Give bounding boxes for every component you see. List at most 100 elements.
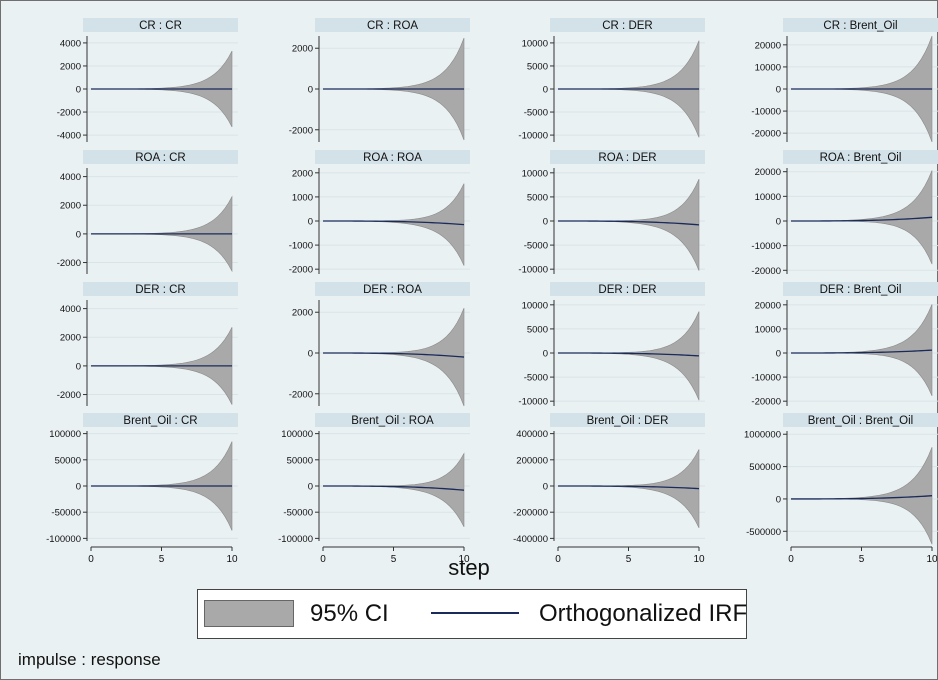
ci-band [790, 304, 933, 397]
y-tick-label: 4000 [60, 38, 81, 49]
x-axis-title: step [448, 555, 490, 580]
panel-title: CR : Brent_Oil [823, 20, 897, 32]
y-tick-label: 2000 [292, 168, 313, 179]
y-tick-label: 0 [76, 85, 81, 96]
panel: DER : DER 10000 5000 0 -5000 -10000 [518, 282, 705, 408]
y-tick-label: 5000 [527, 192, 548, 203]
x-tick-label: 0 [88, 554, 94, 565]
x-tick-label: 10 [458, 554, 470, 565]
y-tick-label: 10000 [522, 168, 548, 179]
y-tick-label: 1000 [292, 192, 313, 203]
x-tick-label: 5 [626, 554, 632, 565]
panel: ROA : Brent_Oil 20000 10000 0 -10000 -20000 [751, 150, 938, 277]
irf-line [323, 485, 465, 491]
y-tick-label: 0 [776, 494, 781, 505]
y-tick-label: 0 [543, 349, 548, 360]
y-tick-label: 100000 [281, 429, 313, 440]
panel-header [550, 413, 705, 427]
y-tick-label: 200000 [516, 455, 548, 466]
y-tick-label: 2000 [60, 333, 81, 344]
y-tick-label: 2000 [60, 201, 81, 212]
y-tick-label: 0 [308, 85, 313, 96]
irf-line [791, 495, 933, 500]
legend-irf-label: Orthogonalized IRF [539, 600, 748, 627]
panel-header [83, 413, 238, 427]
irf-line [558, 352, 700, 357]
y-tick-label: -2000 [57, 108, 81, 119]
panel-title: DER : DER [598, 284, 656, 296]
panel-title: CR : CR [139, 20, 182, 32]
y-tick-label: 0 [308, 349, 313, 360]
x-tick-label: 0 [555, 554, 561, 565]
panel-title: Brent_Oil : CR [123, 415, 197, 427]
x-tick-label: 5 [391, 554, 397, 565]
panel: DER : ROA 2000 0 -2000 [289, 282, 470, 407]
y-tick-label: 4000 [60, 172, 81, 183]
y-tick-label: 4000 [60, 304, 81, 315]
y-tick-label: -50000 [51, 508, 81, 519]
y-tick-label: -5000 [524, 108, 548, 119]
panel-title: CR : DER [602, 20, 652, 32]
panel-title: CR : ROA [367, 20, 418, 32]
panel-header [550, 18, 705, 32]
y-tick-label: 50000 [55, 455, 81, 466]
y-tick-label: -2000 [57, 258, 81, 269]
panel: CR : DER 10000 5000 0 -5000 -10000 [518, 18, 705, 142]
panel-header [315, 282, 470, 296]
y-tick-label: -20000 [751, 397, 781, 408]
y-tick-label: 1000000 [744, 430, 781, 441]
panel: CR : Brent_Oil 20000 10000 0 -10000 -20000 [751, 18, 938, 143]
y-tick-label: -200000 [513, 508, 548, 519]
ci-band [790, 447, 933, 545]
y-tick-label: 10000 [755, 324, 781, 335]
y-tick-label: 0 [76, 482, 81, 493]
panel-header [315, 413, 470, 427]
panel: DER : Brent_Oil 20000 10000 0 -10000 -20000 [751, 282, 938, 408]
y-tick-label: 10000 [755, 192, 781, 203]
y-tick-label: -4000 [57, 131, 81, 142]
y-tick-label: -2000 [289, 389, 313, 400]
panel: ROA : CR 4000 2000 0 -2000 [57, 150, 238, 274]
y-tick-label: 0 [76, 229, 81, 240]
y-tick-label: 0 [776, 85, 781, 96]
legend: 95% CI Orthogonalized IRF [197, 589, 747, 639]
y-tick-label: 500000 [749, 462, 781, 473]
y-tick-label: 0 [543, 482, 548, 493]
y-tick-label: 0 [543, 85, 548, 96]
panel: DER : CR 4000 2000 0 -2000 [57, 282, 238, 406]
irf-line [791, 216, 933, 222]
y-tick-label: 0 [308, 482, 313, 493]
y-tick-label: 20000 [755, 40, 781, 51]
y-tick-label: -100000 [46, 534, 81, 545]
y-tick-label: -2000 [289, 265, 313, 276]
y-tick-label: -5000 [524, 373, 548, 384]
y-tick-label: -500000 [746, 527, 781, 538]
y-tick-label: -400000 [513, 534, 548, 545]
panel: Brent_Oil : CR 100000 50000 0 -50000 -100000 0… [46, 413, 238, 565]
y-tick-label: 100000 [49, 429, 81, 440]
panel-header [315, 150, 470, 164]
y-tick-label: -10000 [751, 241, 781, 252]
ci-band [790, 170, 933, 265]
y-tick-label: -10000 [518, 397, 548, 408]
panel-title: ROA : DER [598, 152, 656, 164]
y-tick-label: 5000 [527, 324, 548, 335]
panel-title: DER : Brent_Oil [820, 284, 902, 296]
panel-title: DER : CR [135, 284, 185, 296]
y-tick-label: -2000 [289, 125, 313, 136]
ci-band [323, 183, 465, 266]
panel-title: ROA : CR [135, 152, 185, 164]
panel-header [83, 150, 238, 164]
y-tick-label: -10000 [751, 107, 781, 118]
y-tick-label: -10000 [518, 131, 548, 142]
irf-line [323, 352, 465, 358]
x-tick-label: 10 [926, 554, 938, 565]
x-tick-label: 0 [320, 554, 326, 565]
y-tick-label: -5000 [524, 241, 548, 252]
y-tick-label: -10000 [751, 373, 781, 384]
panel-header [783, 150, 938, 164]
y-tick-label: -1000 [289, 241, 313, 252]
y-tick-label: 10000 [522, 38, 548, 49]
panel: Brent_Oil : DER 400000 200000 0 -200000 -4000… [513, 413, 705, 565]
